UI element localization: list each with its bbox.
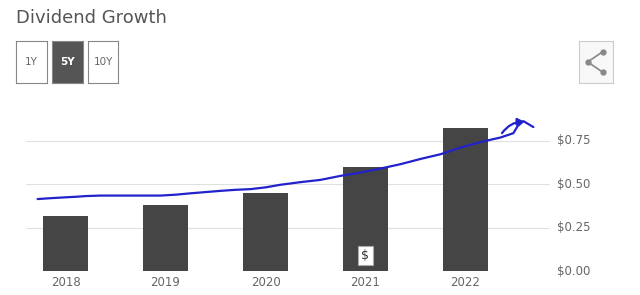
Bar	[243, 193, 288, 271]
Text: $0.75: $0.75	[557, 134, 590, 147]
Bar	[343, 167, 388, 271]
Text: $0.50: $0.50	[557, 178, 590, 191]
Bar	[443, 128, 488, 271]
Text: $: $	[362, 249, 369, 262]
Text: 10Y: 10Y	[93, 57, 113, 67]
Bar	[143, 205, 188, 271]
Bar	[43, 216, 88, 271]
Text: $0.00: $0.00	[557, 265, 590, 278]
Text: Dividend Growth: Dividend Growth	[16, 9, 167, 27]
Text: 1Y: 1Y	[25, 57, 38, 67]
Text: 5Y: 5Y	[60, 57, 74, 67]
Text: $0.25: $0.25	[557, 221, 590, 234]
